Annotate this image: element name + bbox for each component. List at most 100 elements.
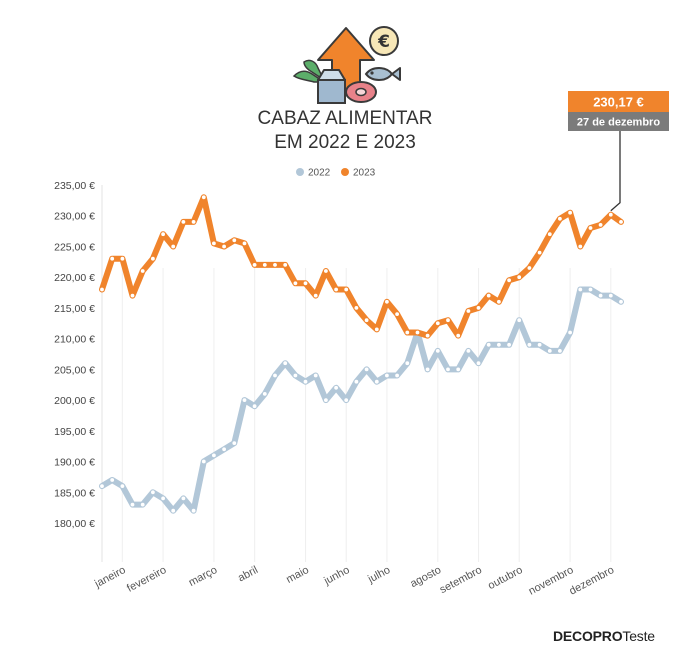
data-point-2023[interactable]	[577, 243, 583, 250]
data-point-2023[interactable]	[526, 265, 533, 271]
data-point-2022[interactable]	[547, 348, 553, 354]
data-point-2023[interactable]	[465, 308, 472, 314]
data-point-2023[interactable]	[445, 317, 451, 323]
data-point-2022[interactable]	[302, 379, 309, 385]
data-point-2022[interactable]	[231, 440, 237, 446]
data-point-2022[interactable]	[343, 397, 349, 403]
data-point-2022[interactable]	[170, 508, 176, 514]
data-point-2023[interactable]	[190, 219, 197, 225]
data-point-2022[interactable]	[618, 299, 624, 305]
data-point-2023[interactable]	[241, 240, 248, 247]
data-point-2022[interactable]	[374, 379, 380, 385]
data-point-2023[interactable]	[394, 311, 400, 317]
data-point-2023[interactable]	[170, 243, 176, 250]
data-point-2022[interactable]	[577, 286, 583, 293]
data-point-2022[interactable]	[435, 348, 441, 354]
data-point-2022[interactable]	[363, 366, 370, 373]
data-point-2023[interactable]	[282, 262, 288, 268]
data-point-2023[interactable]	[150, 256, 156, 262]
data-point-2022[interactable]	[160, 495, 166, 502]
data-point-2022[interactable]	[262, 391, 268, 397]
data-point-2023[interactable]	[262, 262, 268, 268]
data-point-2022[interactable]	[251, 403, 258, 409]
data-point-2022[interactable]	[211, 452, 217, 459]
data-point-2023[interactable]	[99, 286, 105, 293]
data-point-2023[interactable]	[363, 317, 370, 323]
data-point-2023[interactable]	[109, 256, 115, 262]
data-point-2022[interactable]	[567, 329, 573, 336]
data-point-2023[interactable]	[139, 268, 146, 274]
data-point-2022[interactable]	[475, 360, 482, 366]
data-point-2022[interactable]	[445, 366, 451, 373]
data-point-2022[interactable]	[323, 397, 329, 403]
data-point-2023[interactable]	[506, 277, 512, 283]
data-point-2023[interactable]	[201, 194, 207, 200]
data-point-2022[interactable]	[587, 286, 594, 293]
data-point-2022[interactable]	[597, 292, 604, 299]
data-point-2023[interactable]	[272, 262, 278, 268]
data-point-2022[interactable]	[455, 366, 461, 373]
data-point-2022[interactable]	[129, 501, 136, 508]
data-point-2022[interactable]	[404, 360, 410, 366]
data-point-2022[interactable]	[313, 372, 319, 379]
data-point-2022[interactable]	[424, 366, 431, 373]
data-point-2022[interactable]	[272, 372, 278, 379]
data-point-2022[interactable]	[221, 446, 227, 452]
data-point-2023[interactable]	[231, 237, 237, 243]
data-point-2022[interactable]	[506, 342, 512, 348]
data-point-2022[interactable]	[384, 372, 390, 379]
data-point-2022[interactable]	[526, 342, 533, 348]
data-point-2023[interactable]	[119, 256, 126, 262]
data-point-2022[interactable]	[99, 483, 105, 489]
data-point-2023[interactable]	[435, 320, 441, 326]
data-point-2022[interactable]	[241, 397, 248, 403]
data-point-2023[interactable]	[536, 249, 543, 256]
data-point-2023[interactable]	[292, 280, 299, 286]
data-point-2023[interactable]	[608, 211, 614, 218]
data-point-2023[interactable]	[404, 329, 410, 336]
data-point-2023[interactable]	[333, 286, 339, 293]
data-point-2023[interactable]	[475, 305, 482, 311]
data-point-2022[interactable]	[536, 342, 543, 348]
data-point-2023[interactable]	[374, 326, 380, 333]
data-point-2023[interactable]	[587, 225, 594, 231]
data-point-2022[interactable]	[353, 379, 360, 385]
data-point-2023[interactable]	[313, 292, 319, 299]
data-point-2022[interactable]	[180, 495, 187, 502]
data-point-2023[interactable]	[496, 299, 502, 305]
data-point-2023[interactable]	[414, 329, 421, 336]
data-point-2023[interactable]	[455, 332, 461, 339]
data-point-2023[interactable]	[129, 292, 136, 299]
data-point-2022[interactable]	[394, 372, 400, 379]
data-point-2023[interactable]	[180, 219, 187, 225]
data-point-2023[interactable]	[353, 305, 360, 311]
data-point-2022[interactable]	[608, 292, 614, 299]
data-point-2023[interactable]	[251, 262, 258, 268]
data-point-2023[interactable]	[547, 231, 553, 237]
data-point-2023[interactable]	[221, 243, 227, 250]
data-point-2023[interactable]	[516, 274, 522, 280]
data-point-2022[interactable]	[201, 458, 207, 465]
data-point-2023[interactable]	[597, 222, 604, 228]
data-point-2022[interactable]	[119, 483, 126, 489]
data-point-2023[interactable]	[384, 299, 390, 305]
data-point-2023[interactable]	[323, 268, 329, 274]
data-point-2023[interactable]	[618, 219, 624, 225]
data-point-2023[interactable]	[557, 216, 563, 222]
data-point-2023[interactable]	[160, 231, 166, 237]
data-point-2022[interactable]	[516, 317, 522, 323]
data-point-2023[interactable]	[302, 280, 309, 286]
data-point-2023[interactable]	[486, 292, 492, 299]
data-point-2023[interactable]	[567, 209, 573, 216]
data-point-2022[interactable]	[190, 508, 197, 514]
data-point-2022[interactable]	[333, 385, 339, 391]
data-point-2022[interactable]	[150, 489, 156, 495]
data-point-2022[interactable]	[496, 342, 502, 348]
data-point-2022[interactable]	[557, 348, 563, 354]
data-point-2022[interactable]	[486, 342, 492, 348]
data-point-2022[interactable]	[109, 477, 115, 483]
data-point-2022[interactable]	[139, 501, 146, 508]
data-point-2022[interactable]	[292, 372, 299, 379]
data-point-2023[interactable]	[424, 332, 431, 339]
data-point-2023[interactable]	[211, 240, 217, 247]
